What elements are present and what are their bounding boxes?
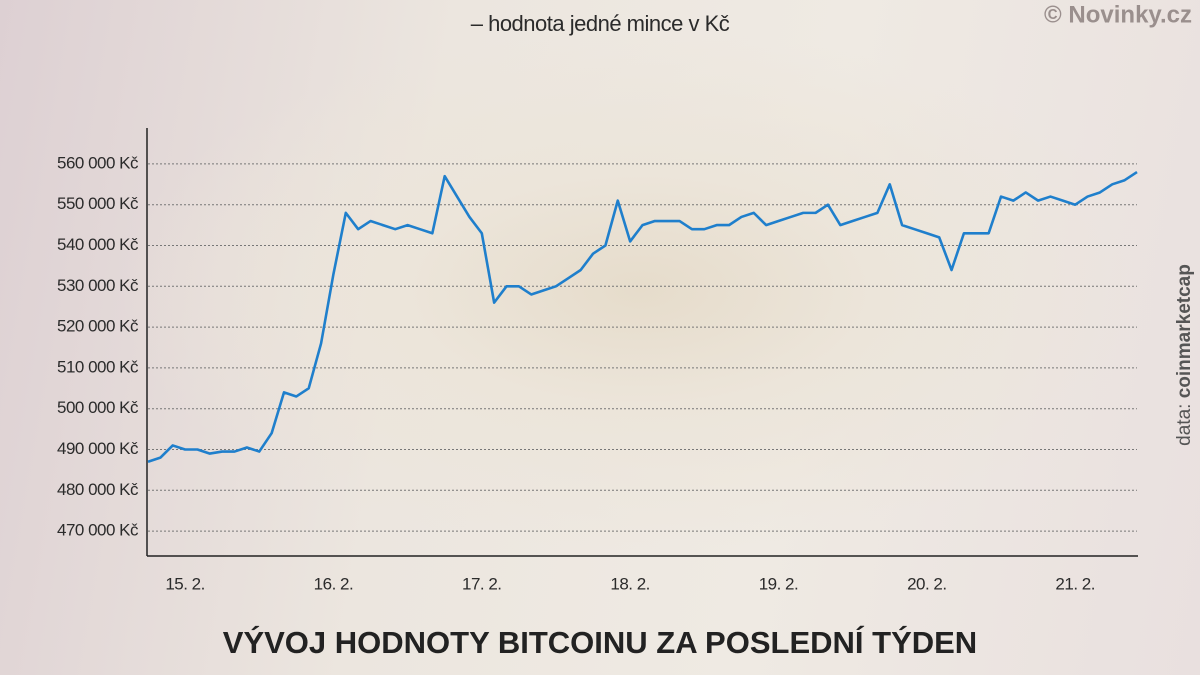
source-name: coinmarketcap [1174,264,1195,398]
x-tick-label: 19. 2. [759,574,799,593]
x-tick-label: 18. 2. [610,574,650,593]
chart-title: VÝVOJ HODNOTY BITCOINU ZA POSLEDNÍ TÝDEN [223,625,977,660]
y-tick-label: 500 000 Kč [57,398,139,417]
y-tick-label: 490 000 Kč [57,439,139,458]
y-tick-label: 540 000 Kč [57,235,139,254]
y-tick-label: 550 000 Kč [57,194,139,213]
y-tick-label: 480 000 Kč [57,480,139,499]
y-tick-label: 560 000 Kč [57,153,139,172]
x-tick-label: 17. 2. [462,574,502,593]
y-tick-label: 530 000 Kč [57,276,139,295]
x-tick-label: 15. 2. [165,574,205,593]
source: data: coinmarketcap [1174,264,1195,446]
credit: © Novinky.cz [1044,1,1192,28]
x-tick-label: 20. 2. [907,574,947,593]
x-tick-label: 16. 2. [314,574,354,593]
y-tick-label: 470 000 Kč [57,521,139,540]
x-tick-label: 21. 2. [1055,574,1095,593]
source-label: data: [1174,404,1195,446]
y-tick-label: 520 000 Kč [57,317,139,336]
chart-subtitle: – hodnota jedné mince v Kč [471,11,730,36]
price-line [147,170,1138,463]
y-tick-label: 510 000 Kč [57,357,139,376]
